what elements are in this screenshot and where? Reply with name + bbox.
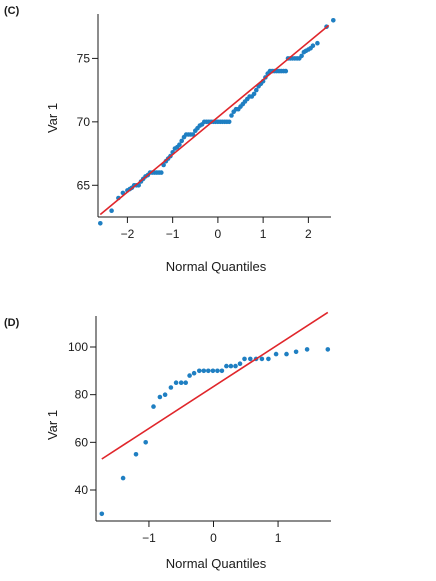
panel-d-point [120,475,126,481]
panel-d-point [197,368,202,374]
panel-c-point [315,40,320,46]
panel-d-point [201,368,207,374]
panel-c-point [299,53,304,59]
panel-d-point [304,347,310,352]
panel-d-point [206,368,211,374]
panel-d-point [178,380,184,386]
panel-c-fit-line [99,24,330,216]
panel-c-y-ticks: 65 70 75 [77,51,98,192]
panel-d-y-tick-label: 80 [75,388,89,402]
panel-c-point [251,91,257,97]
panel-d-point [293,349,299,355]
panel-d-y-tick-label: 60 [75,435,89,449]
panel-d-point [143,440,148,445]
panel-c-y-axis-title: Var 1 [45,103,60,133]
panel-d: (D) 40 60 80 100 −1 0 1 Normal Quantiles Var … [4,311,331,571]
panel-d-point [168,385,174,390]
panel-d-point [133,452,139,457]
panel-c: (C) 65 70 75 −2 −1 0 1 2 Normal Quantiles Var … [4,5,336,274]
panel-c-point [190,132,196,137]
panel-c-point [310,43,316,48]
panel-d-y-tick-label: 40 [75,483,89,497]
panel-d-y-axis-title: Var 1 [45,410,60,440]
panel-c-x-ticks: −2 −1 0 1 2 [121,217,312,241]
panel-d-point [157,394,163,400]
panel-c-point [98,221,103,226]
panel-c-label: (C) [4,5,20,17]
panel-d-point [191,370,197,376]
panel-c-point [331,18,336,23]
panel-d-fit-line [101,311,329,460]
panel-c-point [253,87,259,93]
panel-d-x-tick-label: −1 [142,531,156,545]
panel-c-point [179,138,184,144]
panel-d-x-tick-label: 0 [210,531,217,545]
panel-c-x-tick-label: −2 [121,227,135,241]
panel-d-point [151,404,156,409]
panel-c-x-tick-label: 2 [305,227,312,241]
panel-d-point [248,356,253,362]
panel-d-point [325,347,331,352]
panel-d-point [266,356,271,362]
panel-c-point [226,119,232,125]
panel-c-point [177,142,182,147]
panel-d-x-ticks: −1 0 1 [142,521,282,545]
panel-d-point [210,368,216,374]
panel-d-point [224,363,229,369]
panel-c-y-tick-label: 65 [77,178,91,192]
panel-d-label: (D) [4,317,20,329]
panel-d-x-tick-label: 1 [275,531,282,545]
panel-c-y-tick-label: 70 [77,115,91,129]
panel-d-point [237,361,243,367]
panel-d-point [99,511,105,517]
panel-c-y-tick-label: 75 [77,51,91,65]
panel-c-x-axis-title: Normal Quantiles [166,259,267,274]
panel-d-point [173,380,179,386]
panel-c-point [109,208,114,213]
panel-d-point [233,363,238,369]
panel-d-point [284,351,289,357]
panel-d-point [219,368,225,374]
panel-d-point [215,368,220,374]
panel-d-point [228,363,234,369]
panel-d-point [273,351,279,357]
panel-d-point [162,392,168,398]
panel-d-point [259,356,265,362]
panel-d-y-ticks: 40 60 80 100 [68,340,96,497]
panel-c-point [159,170,164,175]
panel-c-point [229,113,234,118]
panel-c-x-tick-label: 1 [260,227,267,241]
panel-c-x-tick-label: −1 [166,227,180,241]
panel-c-x-tick-label: 0 [215,227,222,241]
panel-d-point [183,380,188,386]
panel-d-point [242,356,247,362]
panel-d-point [187,373,192,378]
panel-d-y-tick-label: 100 [68,340,88,354]
panel-d-points [99,347,331,517]
panel-d-x-axis-title: Normal Quantiles [166,556,267,571]
panel-c-point [283,68,289,74]
